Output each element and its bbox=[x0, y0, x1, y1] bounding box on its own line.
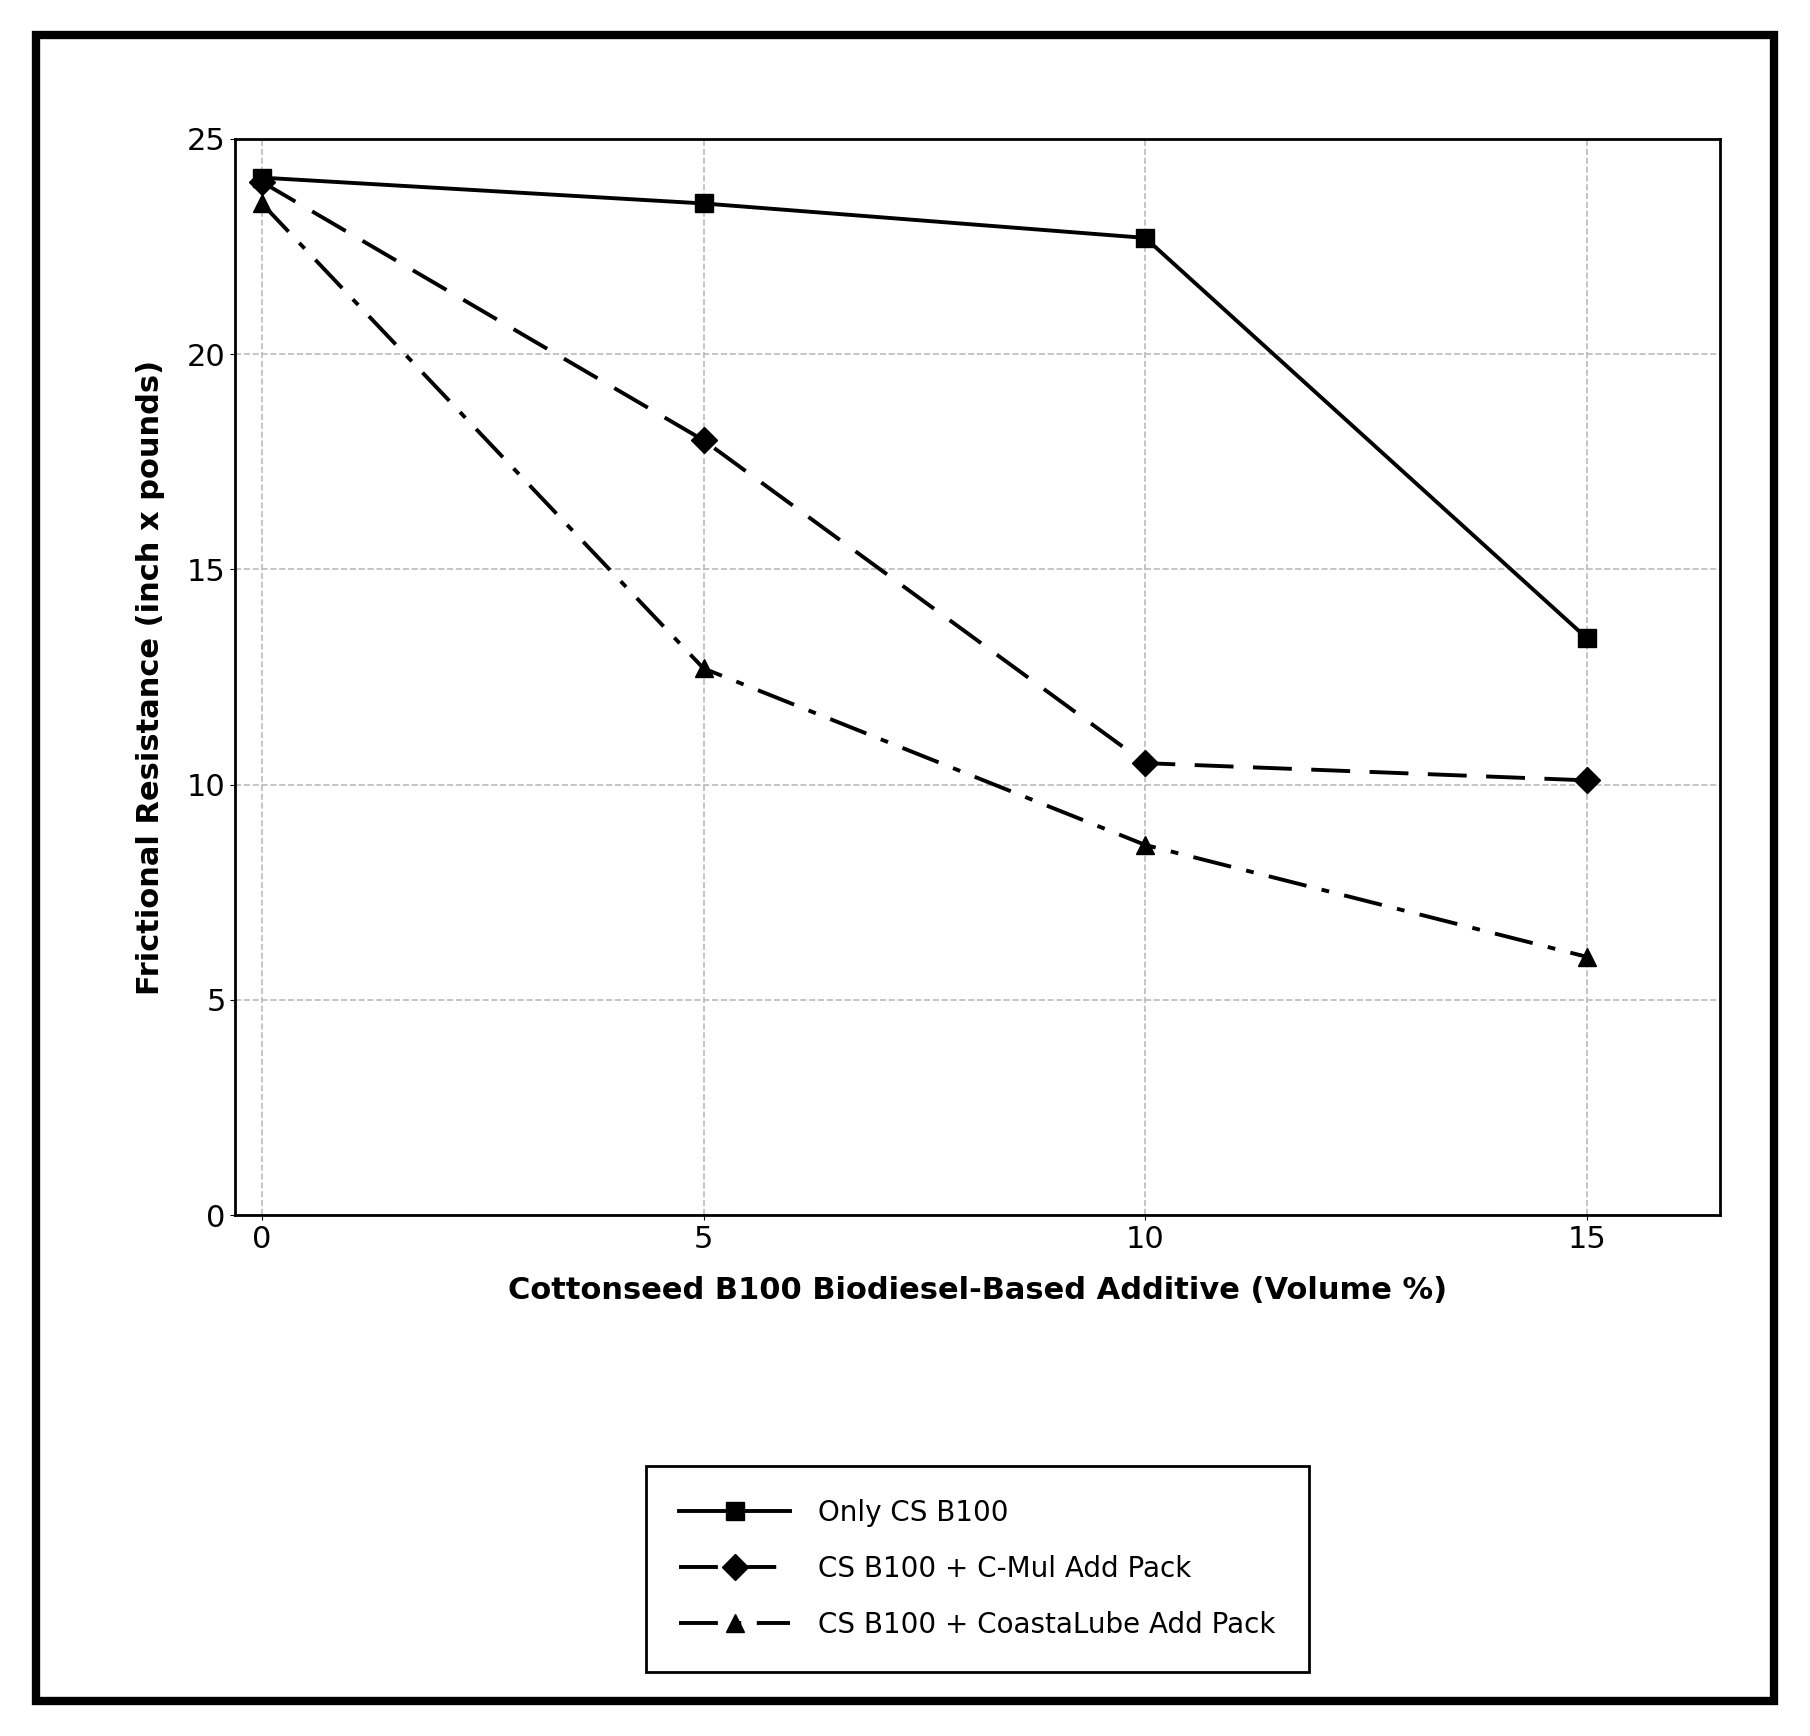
CS B100 + C-Mul Add Pack bbox=[693, 431, 715, 451]
Only CS B100 bbox=[252, 167, 273, 187]
CS B100 + C-Mul Add Pack bbox=[252, 172, 273, 193]
CS B100 + C-Mul Add Pack bbox=[1577, 771, 1598, 792]
CS B100 + CoastaLube Add Pack bbox=[252, 193, 273, 214]
CS B100 + CoastaLube Add Pack bbox=[1577, 946, 1598, 967]
Only CS B100 bbox=[1135, 227, 1157, 248]
Only CS B100 bbox=[1577, 628, 1598, 649]
CS B100 + C-Mul Add Pack bbox=[1135, 753, 1157, 774]
CS B100 + CoastaLube Add Pack bbox=[693, 658, 715, 679]
CS B100 + CoastaLube Add Pack bbox=[1135, 835, 1157, 856]
Line: Only CS B100: Only CS B100 bbox=[253, 168, 1596, 648]
Y-axis label: Frictional Resistance (inch x pounds): Frictional Resistance (inch x pounds) bbox=[136, 359, 165, 995]
Legend: Only CS B100, CS B100 + C-Mul Add Pack, CS B100 + CoastaLube Add Pack: Only CS B100, CS B100 + C-Mul Add Pack, … bbox=[646, 1465, 1309, 1672]
X-axis label: Cottonseed B100 Biodiesel-Based Additive (Volume %): Cottonseed B100 Biodiesel-Based Additive… bbox=[509, 1276, 1446, 1305]
Only CS B100 bbox=[693, 193, 715, 214]
Line: CS B100 + C-Mul Add Pack: CS B100 + C-Mul Add Pack bbox=[253, 174, 1596, 790]
Line: CS B100 + CoastaLube Add Pack: CS B100 + CoastaLube Add Pack bbox=[253, 194, 1596, 965]
